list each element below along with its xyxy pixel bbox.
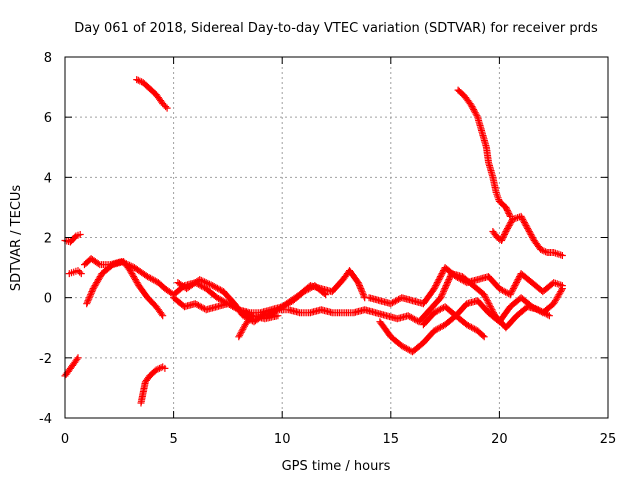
- plus-markers: [454, 86, 514, 220]
- series-s14: [419, 303, 488, 341]
- plus-markers: [419, 303, 488, 341]
- plus-markers: [65, 267, 85, 278]
- plus-markers: [376, 285, 566, 356]
- y-tick-label: 8: [44, 51, 52, 66]
- series-s12: [376, 285, 566, 356]
- x-axis-label: GPS time / hours: [282, 459, 391, 474]
- y-tick-label: 2: [44, 232, 52, 247]
- plus-markers: [133, 76, 171, 112]
- y-tick-label: -2: [39, 352, 52, 367]
- y-tick-label: 0: [44, 292, 52, 307]
- series-s6: [133, 76, 171, 112]
- plus-markers: [365, 264, 566, 308]
- x-tick-label: 10: [274, 432, 291, 447]
- axis-ticks: 0 5 10 15 20 25 -4 -2 0 2 4 6 8: [39, 51, 616, 447]
- y-axis-label: SDTVAR / TECUs: [9, 185, 24, 292]
- plus-markers: [137, 363, 169, 407]
- chart-title: Day 061 of 2018, Sidereal Day-to-day VTE…: [74, 21, 598, 36]
- x-tick-label: 20: [491, 432, 508, 447]
- x-tick-label: 15: [383, 432, 400, 447]
- y-tick-label: -4: [39, 412, 52, 427]
- series-s3: [65, 267, 85, 278]
- plus-markers: [235, 312, 256, 341]
- series-s7: [137, 363, 169, 407]
- grid-lines: [65, 57, 608, 418]
- series-s13: [365, 264, 566, 308]
- x-tick-label: 0: [61, 432, 69, 447]
- x-tick-label: 25: [600, 432, 617, 447]
- plus-markers: [489, 212, 566, 259]
- x-tick-label: 5: [169, 432, 177, 447]
- y-tick-label: 4: [44, 171, 52, 186]
- series-s10: [235, 312, 256, 341]
- series-s16: [489, 212, 566, 259]
- plus-markers: [83, 258, 167, 320]
- y-tick-label: 6: [44, 111, 52, 126]
- data-points: [61, 76, 566, 407]
- plus-markers: [174, 267, 369, 326]
- series-s5: [83, 258, 167, 320]
- series-s9: [174, 267, 369, 326]
- series-s15: [454, 86, 514, 220]
